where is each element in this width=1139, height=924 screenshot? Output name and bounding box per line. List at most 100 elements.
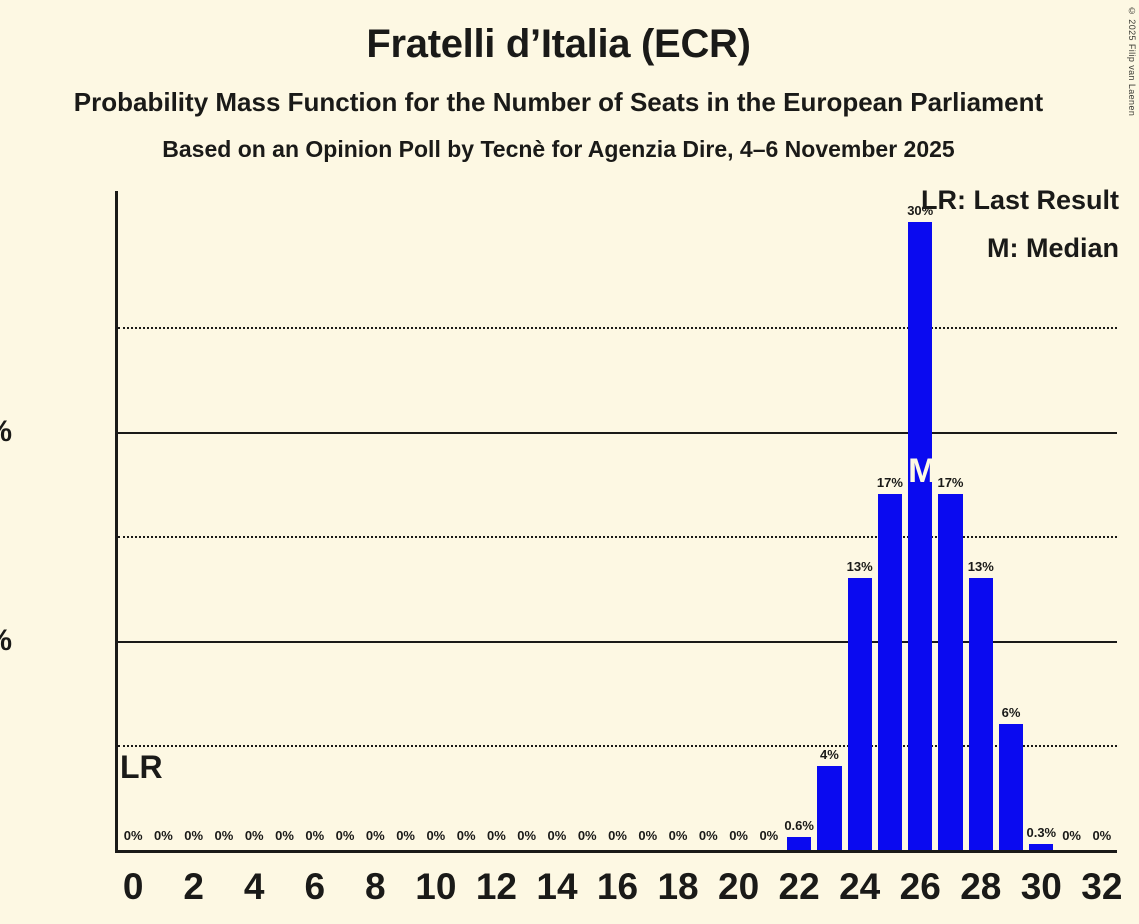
bar-value-label: 0% [517,828,537,843]
x-axis-line [115,850,1117,853]
bar-value-label: 0% [1062,828,1081,843]
x-axis-tick-label: 4 [243,866,265,907]
bar-value-label: 0% [1092,828,1112,843]
bar-value-label: 0% [608,828,627,843]
bar-value-label: 4% [820,747,839,763]
gridline-major [118,640,1117,643]
gridline-major [118,431,1117,434]
bar-slot: 0% [239,191,269,850]
bar-value-label: 0% [214,828,234,843]
bar-slot: 0% [421,191,451,850]
bar-value-label: 0% [577,828,597,843]
bar-value-label: 0.3% [1026,824,1057,840]
x-axis-tick-label: 20 [718,866,760,907]
x-axis-tick-label: 26 [899,866,941,907]
bar[interactable] [968,578,993,850]
bar[interactable] [877,494,903,850]
bar[interactable] [938,494,963,850]
bar-value-label: 0% [396,828,415,843]
bar-slot: 0% [602,191,632,850]
legend-median: M: Median [987,233,1119,263]
bar-value-label: 30% [907,203,934,219]
x-axis-labels: 0 2 4 6 8 10 12 14 16 18 20 22 24 26 28 30 32 [118,866,1123,916]
x-axis-tick-label: 18 [657,866,699,907]
median-marker: M [908,452,937,491]
x-axis-tick-label: 16 [596,866,639,907]
bar[interactable] [847,578,872,850]
bar-slot: 0% [148,191,178,850]
bar-slot: 0% [663,191,693,850]
bar-slot: 0% [633,191,663,850]
bar-value-label: 0% [123,828,143,843]
gridline-minor [118,536,1117,539]
y-axis-line [115,191,118,853]
x-axis-tick-label: 28 [960,866,1002,907]
x-axis-tick-label: 8 [365,866,386,907]
bar-value-label: 0% [335,828,355,843]
bar-slot: 0% [1087,191,1117,850]
bar-value-label: 0% [698,828,718,843]
x-axis-tick-label: 6 [304,866,326,907]
x-axis-tick-label: 32 [1081,866,1123,907]
copyright-notice: © 2025 Filip van Laenen [1127,6,1137,117]
bar[interactable] [908,222,933,850]
bar[interactable] [787,837,812,850]
last-result-marker: LR [120,749,163,785]
x-axis-tick-label: 14 [536,866,578,907]
bar-value-label: 0% [729,828,748,843]
bar-value-label: 13% [967,559,994,575]
bar-slot: 0% [693,191,723,850]
bar-slot: 0.3% [1026,191,1056,850]
bar-slot: 0% [1056,191,1086,850]
bar-slot: 0% [390,191,420,850]
bar-slot: 0% [481,191,511,850]
bar-value-label: 0% [275,828,294,843]
x-axis-tick-label: 0 [122,866,144,907]
bar-slot: 13% [845,191,875,850]
x-axis-tick-label: 22 [778,866,820,907]
bar-slot: 4% [814,191,844,850]
bar-slot: 0% [572,191,602,850]
bar[interactable] [998,724,1024,850]
bar-value-label: 0% [154,828,173,843]
bar-slot: 0% [542,191,572,850]
bar-slot: 0% [118,191,148,850]
bar-slot: 0% [330,191,360,850]
chart-source-subtitle: Based on an Opinion Poll by Tecnè for Ag… [162,136,955,162]
page-title: Fratelli d’Italia (ECR) [366,22,751,66]
bar-slot: 0% [451,191,481,850]
bar-slot: 0% [209,191,239,850]
bar-slot: 13% [966,191,996,850]
bar[interactable] [1029,843,1054,850]
bar-value-label: 6% [1001,705,1021,721]
bar-slot: 0% [179,191,209,850]
bar-value-label: 0% [547,828,567,843]
bar-slot: 0% [754,191,784,850]
bar-slot: 0% [512,191,542,850]
bar-slot: 6% [996,191,1026,850]
bar-slot: 0% [300,191,330,850]
x-axis-tick-label: 2 [183,866,204,907]
bar[interactable] [817,766,842,850]
bar-slot: 0% [723,191,753,850]
bar-value-label: 0% [305,828,325,843]
bar-value-label: 0.6% [784,818,814,834]
bar-slot: 30% M [905,191,937,850]
bar-value-label: 0% [426,828,446,843]
gridline-minor [118,745,1117,748]
x-axis-tick-label: 24 [839,866,881,907]
chart-subtitle: Probability Mass Function for the Number… [73,87,1044,117]
bar-value-label: 0% [244,828,264,843]
x-axis-tick-label: 10 [415,866,457,907]
bar-slot: 17% [875,191,905,850]
bar-value-label: 0% [487,828,506,843]
bar-value-label: 0% [456,828,476,843]
gridline-minor [118,326,1117,329]
bar-slot: 17% [935,191,965,850]
bar-slot: 0% [269,191,299,850]
bar-value-label: 0% [365,828,385,843]
bar-value-label: 13% [846,559,873,575]
bar-value-label: 0% [759,828,779,843]
plot-area: 0% 0% 0% 0% 0% 0% 0% 0% 0% 0% 0% 0% 0% 0% 0% 0% 0% 0% 0% 0%… [115,191,1117,853]
